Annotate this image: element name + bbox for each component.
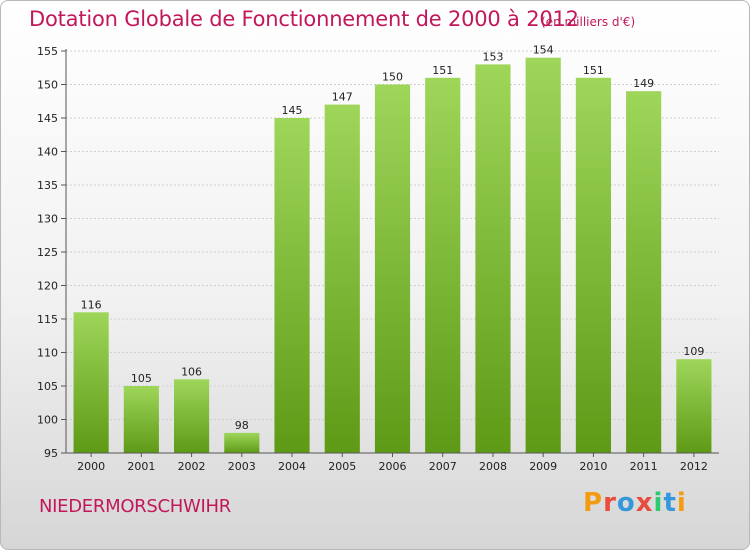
y-tick-label: 135 xyxy=(37,179,58,192)
data-label-2009: 154 xyxy=(533,44,554,57)
x-tick-label-2003: 2003 xyxy=(228,460,256,473)
data-label-2005: 147 xyxy=(332,91,353,104)
x-tick-label-2010: 2010 xyxy=(579,460,607,473)
commune-name: NIEDERMORSCHWIHR xyxy=(39,496,231,517)
bar-2005[interactable] xyxy=(324,104,360,453)
x-tick-label-2004: 2004 xyxy=(278,460,306,473)
data-label-2007: 151 xyxy=(432,64,453,77)
data-label-2003: 98 xyxy=(235,419,249,432)
x-tick-label-2000: 2000 xyxy=(77,460,105,473)
y-tick-label: 95 xyxy=(44,447,58,460)
bars xyxy=(73,57,712,454)
bar-2001[interactable] xyxy=(123,386,159,453)
bar-2002[interactable] xyxy=(173,379,210,453)
logo-letter: i xyxy=(653,488,664,518)
y-tick-label: 125 xyxy=(37,246,58,259)
y-tick-label: 120 xyxy=(37,280,58,293)
logo-letter: r xyxy=(603,488,617,518)
data-label-2011: 149 xyxy=(633,77,654,90)
x-tick-label-2005: 2005 xyxy=(328,460,356,473)
bar-2012[interactable] xyxy=(676,359,712,453)
data-label-2002: 106 xyxy=(181,365,202,378)
x-tick-label-2007: 2007 xyxy=(429,460,457,473)
x-axis: 2000 2001 2002 2003 2004 2005 2006 2007 2008 2009… xyxy=(66,452,719,473)
bar-2008[interactable] xyxy=(475,64,511,454)
bar-2011[interactable] xyxy=(626,91,662,453)
bar-2000[interactable] xyxy=(73,312,109,453)
logo-letter: i xyxy=(676,488,687,518)
chart-subtitle: (en milliers d'€) xyxy=(541,15,636,29)
bar-2007[interactable] xyxy=(425,77,461,454)
data-labels: 116 105 106 98 145 147 150 151 153 154 151 149 109 xyxy=(81,44,705,432)
bar-2006[interactable] xyxy=(374,84,411,454)
bar-2010[interactable] xyxy=(575,77,612,454)
data-label-2012: 109 xyxy=(683,345,704,358)
bar-2009[interactable] xyxy=(525,57,561,453)
data-label-2010: 151 xyxy=(583,64,604,77)
bar-2004[interactable] xyxy=(274,118,310,453)
y-tick-label: 140 xyxy=(37,146,58,159)
x-tick-label-2006: 2006 xyxy=(379,460,407,473)
y-tick-label: 105 xyxy=(37,380,58,393)
y-tick-label: 155 xyxy=(37,45,58,58)
y-tick-label: 150 xyxy=(37,79,58,92)
x-tick-label-2009: 2009 xyxy=(529,460,557,473)
x-tick-label-2011: 2011 xyxy=(630,460,658,473)
logo-letter: o xyxy=(616,488,636,518)
y-tick-label: 145 xyxy=(37,112,58,125)
proxiti-logo[interactable]: Proxiti xyxy=(583,488,687,518)
logo-letter: t xyxy=(663,488,677,518)
data-label-2001: 105 xyxy=(131,372,152,385)
y-axis: 95 100 105 110 115 120 125 130 135 140 145 150 155 xyxy=(37,45,67,460)
bar-2003[interactable] xyxy=(224,432,260,453)
logo-letter: x xyxy=(635,488,654,518)
x-tick-label-2002: 2002 xyxy=(178,460,206,473)
data-label-2004: 145 xyxy=(282,104,303,117)
x-tick-label-2012: 2012 xyxy=(680,460,708,473)
data-label-2008: 153 xyxy=(482,50,503,63)
x-tick-label-2001: 2001 xyxy=(127,460,155,473)
y-tick-label: 115 xyxy=(37,313,58,326)
data-label-2000: 116 xyxy=(81,298,102,311)
data-label-2006: 150 xyxy=(382,71,403,84)
y-tick-label: 110 xyxy=(37,347,58,360)
x-tick-label-2008: 2008 xyxy=(479,460,507,473)
logo-letter: P xyxy=(583,488,604,518)
chart-title: Dotation Globale de Fonctionnement de 20… xyxy=(29,7,579,31)
y-tick-label: 100 xyxy=(37,414,58,427)
y-tick-label: 130 xyxy=(37,213,58,226)
